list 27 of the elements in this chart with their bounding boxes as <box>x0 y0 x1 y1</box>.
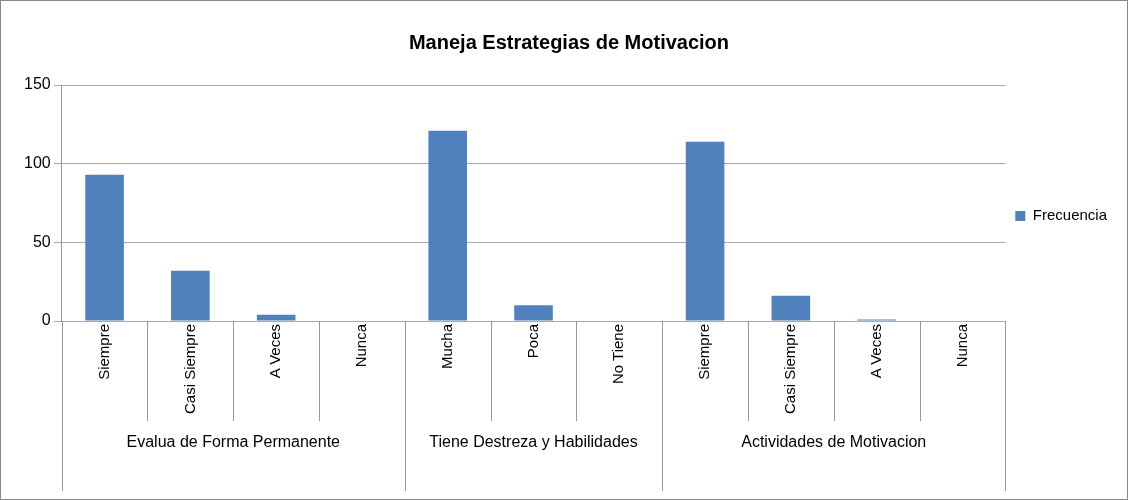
x-tick-label: Nunca <box>952 323 970 368</box>
bar <box>514 305 553 321</box>
bar <box>256 314 296 321</box>
bar <box>85 174 124 321</box>
bar <box>171 270 210 321</box>
text: Evalua de Forma Permanente <box>126 433 341 451</box>
y-tick-label: 100 <box>23 154 51 172</box>
legend-label: Frecuencia <box>1032 206 1108 224</box>
text: Actividades de Motivacion <box>741 433 927 451</box>
y-tick-label: 50 <box>32 232 51 250</box>
y-tick-label: 0 <box>41 311 51 329</box>
x-tick-label: A Veces <box>866 324 884 379</box>
bar <box>685 141 725 321</box>
x-tick-label: Mucha <box>437 323 455 370</box>
chart-title: Maneja Estrategias de Motivacion <box>408 30 730 53</box>
bar <box>771 295 811 321</box>
x-tick-label: Casi Siempre <box>180 324 198 415</box>
x-tick-label: Siempre <box>695 324 713 380</box>
x-tick-label: Casi Siempre <box>780 324 798 415</box>
x-tick-label: No Tiene <box>609 324 627 385</box>
text: Tiene Destreza y Habilidades <box>429 433 638 451</box>
x-tick-label: A Veces <box>266 324 284 379</box>
bar <box>428 130 468 321</box>
x-tick-label: Siempre <box>94 324 112 380</box>
y-tick-label: 150 <box>23 75 51 93</box>
x-tick-label: Nunca <box>352 323 370 368</box>
x-tick-label: Poca <box>523 323 541 359</box>
